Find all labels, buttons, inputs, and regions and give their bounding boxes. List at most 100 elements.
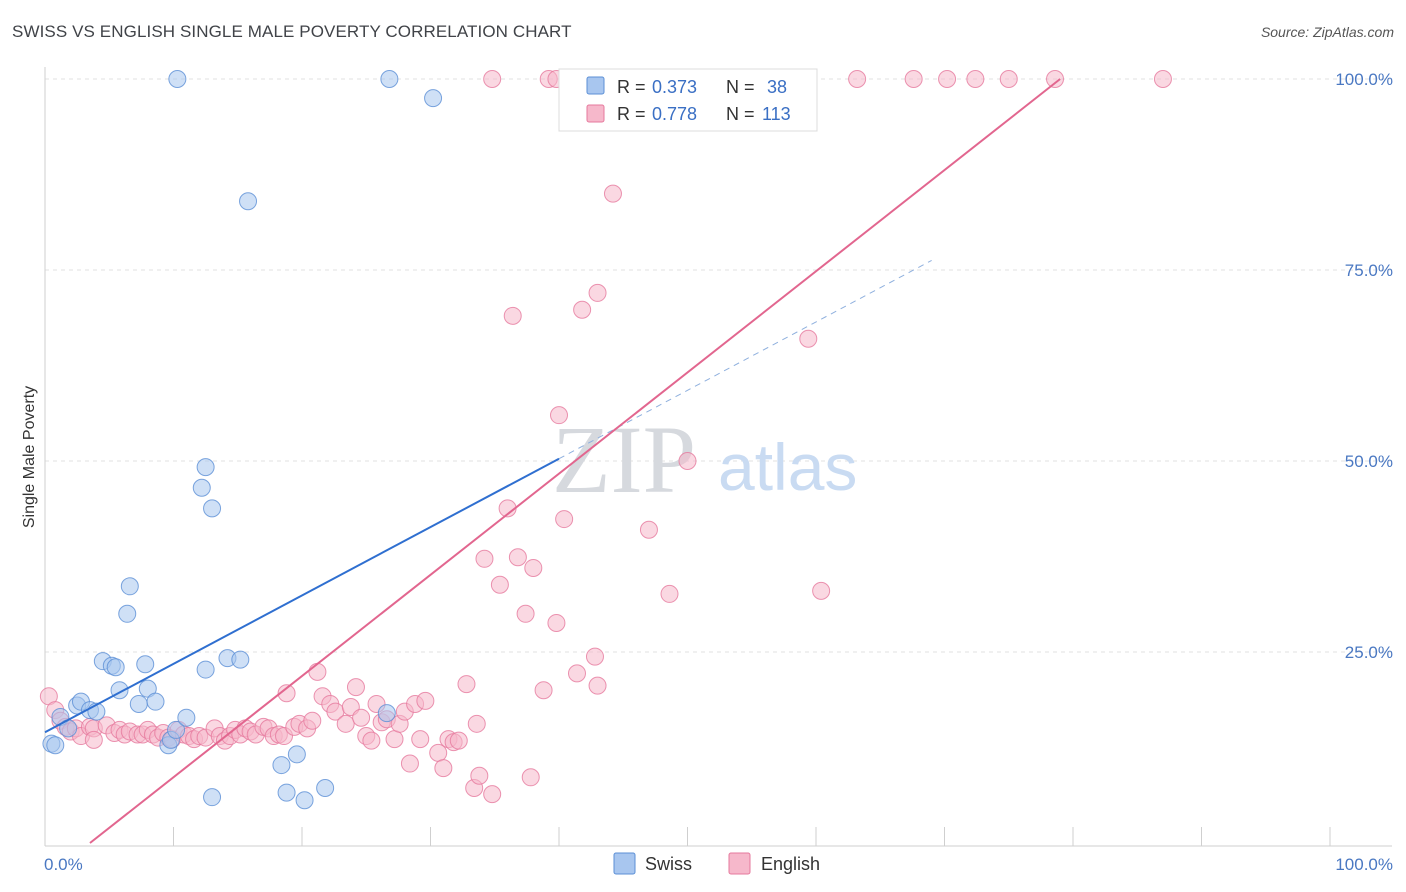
point-english	[411, 730, 430, 749]
trend-line-english	[89, 78, 1061, 844]
legend-label-english: English	[761, 854, 820, 874]
point-english	[457, 675, 476, 694]
legend-n-value-swiss: 38	[767, 77, 787, 97]
legend-r-value-english: 0.778	[652, 104, 697, 124]
gridlines	[45, 78, 1392, 653]
legend-r-value-swiss: 0.373	[652, 77, 697, 97]
point-swiss	[231, 650, 250, 669]
legend-n-label-english: N =	[726, 104, 755, 124]
point-swiss	[196, 660, 215, 679]
point-english	[588, 676, 607, 695]
x-tick-label-max: 100.0%	[1335, 855, 1393, 874]
point-english	[503, 306, 522, 325]
legend-swatch-swiss	[586, 76, 605, 95]
point-swiss	[272, 756, 291, 775]
point-english	[346, 678, 365, 697]
point-english	[475, 549, 494, 568]
point-english	[308, 662, 327, 681]
point-swiss	[192, 478, 211, 497]
y-tick-label: 50.0%	[1345, 452, 1393, 471]
point-english	[938, 70, 957, 88]
point-english	[490, 575, 509, 594]
legend-swatch-english-bottom	[728, 852, 751, 875]
point-swiss	[167, 720, 186, 739]
source-note: Source: ZipAtlas.com	[1260, 24, 1394, 40]
point-english	[678, 452, 697, 470]
point-swiss	[277, 783, 296, 802]
point-swiss	[203, 499, 222, 518]
point-english	[84, 730, 103, 749]
point-swiss	[118, 604, 137, 623]
point-english	[555, 510, 574, 529]
point-swiss	[316, 778, 335, 797]
point-english	[470, 766, 489, 785]
y-axis-title: Single Male Poverty	[21, 386, 38, 528]
axes	[44, 67, 1392, 847]
watermark-atlas: atlas	[718, 430, 857, 504]
point-english	[585, 647, 604, 666]
point-swiss	[380, 70, 399, 88]
point-english	[277, 684, 296, 703]
point-swiss	[377, 704, 396, 723]
legend-swatch-swiss-bottom	[613, 852, 636, 875]
watermark: ZIP atlas	[552, 406, 857, 513]
point-swiss	[129, 694, 148, 713]
point-english	[362, 731, 381, 750]
point-english	[639, 520, 658, 539]
point-english	[483, 70, 502, 88]
point-english	[336, 714, 355, 733]
point-english	[467, 714, 486, 733]
legend-label-swiss: Swiss	[645, 854, 692, 874]
point-swiss	[46, 736, 65, 755]
point-english	[534, 681, 553, 700]
legend-box: R = 0.373 N = 38 R = 0.778 N = 113	[558, 68, 818, 132]
y-tick-label: 75.0%	[1345, 261, 1393, 280]
bottom-legend: Swiss English	[613, 852, 820, 875]
point-english	[799, 329, 818, 348]
point-english	[434, 759, 453, 778]
chart-title: SWISS VS ENGLISH SINGLE MALE POVERTY COR…	[12, 22, 572, 41]
point-english	[516, 604, 535, 623]
legend-n-value-english: 113	[762, 104, 791, 124]
point-english	[588, 283, 607, 302]
point-english	[508, 548, 527, 567]
point-english	[352, 708, 371, 727]
tick-labels: 25.0% 50.0% 75.0% 100.0% 0.0% 100.0%	[44, 70, 1393, 874]
point-english	[483, 785, 502, 804]
point-swiss	[106, 658, 125, 677]
y-tick-label: 100.0%	[1335, 70, 1393, 89]
point-swiss	[168, 70, 187, 88]
point-english	[904, 70, 923, 88]
point-english	[416, 691, 435, 710]
point-swiss	[177, 708, 196, 727]
point-english	[848, 70, 867, 88]
x-tick-label-min: 0.0%	[44, 855, 83, 874]
point-english	[547, 613, 566, 632]
point-swiss	[203, 788, 222, 807]
legend-r-label-swiss: R =	[617, 77, 646, 97]
point-english	[603, 184, 622, 203]
point-english	[550, 406, 568, 425]
point-english	[449, 731, 468, 750]
point-english	[1046, 70, 1065, 88]
legend-swatch-english	[586, 104, 605, 123]
point-swiss	[120, 577, 139, 596]
trend-line-swiss	[44, 457, 560, 734]
trend-lines	[44, 78, 1061, 844]
point-english	[400, 754, 419, 773]
point-swiss	[196, 458, 215, 477]
point-english	[303, 711, 322, 730]
point-english	[385, 730, 404, 749]
point-swiss	[239, 192, 258, 211]
point-english	[1153, 70, 1172, 88]
point-swiss	[424, 89, 443, 108]
point-swiss	[287, 745, 306, 764]
legend-n-label-swiss: N =	[726, 77, 755, 97]
point-english	[660, 584, 679, 603]
point-swiss	[146, 692, 165, 711]
point-english	[999, 70, 1018, 88]
point-english	[812, 581, 831, 600]
point-english	[521, 768, 540, 787]
legend-r-label-english: R =	[617, 104, 646, 124]
